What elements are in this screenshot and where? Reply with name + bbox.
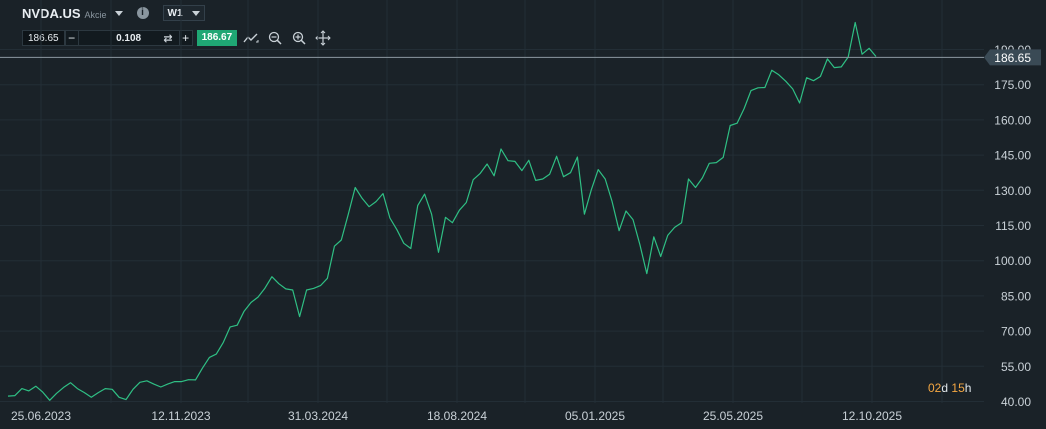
x-tick-label: 25.06.2023 bbox=[11, 409, 71, 423]
countdown-days: 02 bbox=[928, 381, 942, 395]
x-tick-label: 12.10.2025 bbox=[842, 409, 902, 423]
x-tick-label: 18.08.2024 bbox=[427, 409, 487, 423]
volume-increase-button[interactable]: + bbox=[178, 30, 193, 46]
asset-type-label: Akcie bbox=[84, 9, 107, 20]
y-tick-label: 160.00 bbox=[994, 113, 1031, 127]
y-tick-label: 40.00 bbox=[1001, 395, 1031, 409]
current-price-label: 186.65 bbox=[994, 51, 1031, 65]
x-tick-label: 31.03.2024 bbox=[288, 409, 348, 423]
x-tick-label: 12.11.2023 bbox=[151, 409, 210, 423]
volume-value: 0.108 bbox=[116, 33, 142, 44]
info-icon[interactable]: i bbox=[136, 7, 149, 19]
timeframe-chevron-down-icon bbox=[191, 10, 200, 16]
move-icon[interactable] bbox=[313, 30, 333, 46]
y-tick-label: 85.00 bbox=[1001, 289, 1031, 303]
current-price-badge bbox=[984, 49, 1041, 66]
timeframe-value: W1 bbox=[167, 7, 183, 19]
volume-input[interactable]: 0.108 ⇄ bbox=[78, 30, 179, 46]
instrument-symbol[interactable]: NVDA.US bbox=[22, 5, 81, 21]
y-tick-label: 100.00 bbox=[994, 254, 1031, 268]
x-tick-label: 25.05.2025 bbox=[703, 409, 763, 423]
y-tick-label: 130.00 bbox=[994, 184, 1031, 198]
y-tick-label: 70.00 bbox=[1001, 325, 1031, 339]
y-tick-label: 175.00 bbox=[994, 78, 1031, 92]
y-tick-label: 145.00 bbox=[994, 149, 1031, 163]
countdown-hours: 15 bbox=[951, 381, 965, 395]
y-tick-label: 115.00 bbox=[995, 219, 1031, 233]
bid-price-button[interactable]: 186.65 bbox=[22, 30, 65, 46]
countdown-hours-unit: h bbox=[964, 381, 972, 395]
x-tick-label: 05.01.2025 bbox=[565, 409, 625, 423]
candle-countdown: 02d 15h bbox=[928, 381, 971, 395]
price-series-line bbox=[7, 21, 877, 401]
swap-icon[interactable]: ⇄ bbox=[163, 33, 173, 45]
trade-bar: 186.65 − 0.108 ⇄ + 186.67 bbox=[22, 27, 333, 49]
line-chart-icon[interactable] bbox=[241, 30, 261, 46]
timeframe-select[interactable]: W1 bbox=[162, 5, 205, 21]
symbol-dropdown-chevron-icon[interactable] bbox=[114, 10, 123, 16]
zoom-in-icon[interactable] bbox=[289, 30, 309, 46]
ask-price-button[interactable]: 186.67 bbox=[196, 30, 238, 46]
countdown-days-unit: d bbox=[941, 381, 949, 395]
volume-decrease-button[interactable]: − bbox=[64, 30, 79, 46]
instrument-header: NVDA.US Akcie i W1 bbox=[8, 2, 205, 24]
zoom-out-icon[interactable] bbox=[265, 30, 285, 46]
y-tick-label: 55.00 bbox=[1001, 360, 1031, 374]
